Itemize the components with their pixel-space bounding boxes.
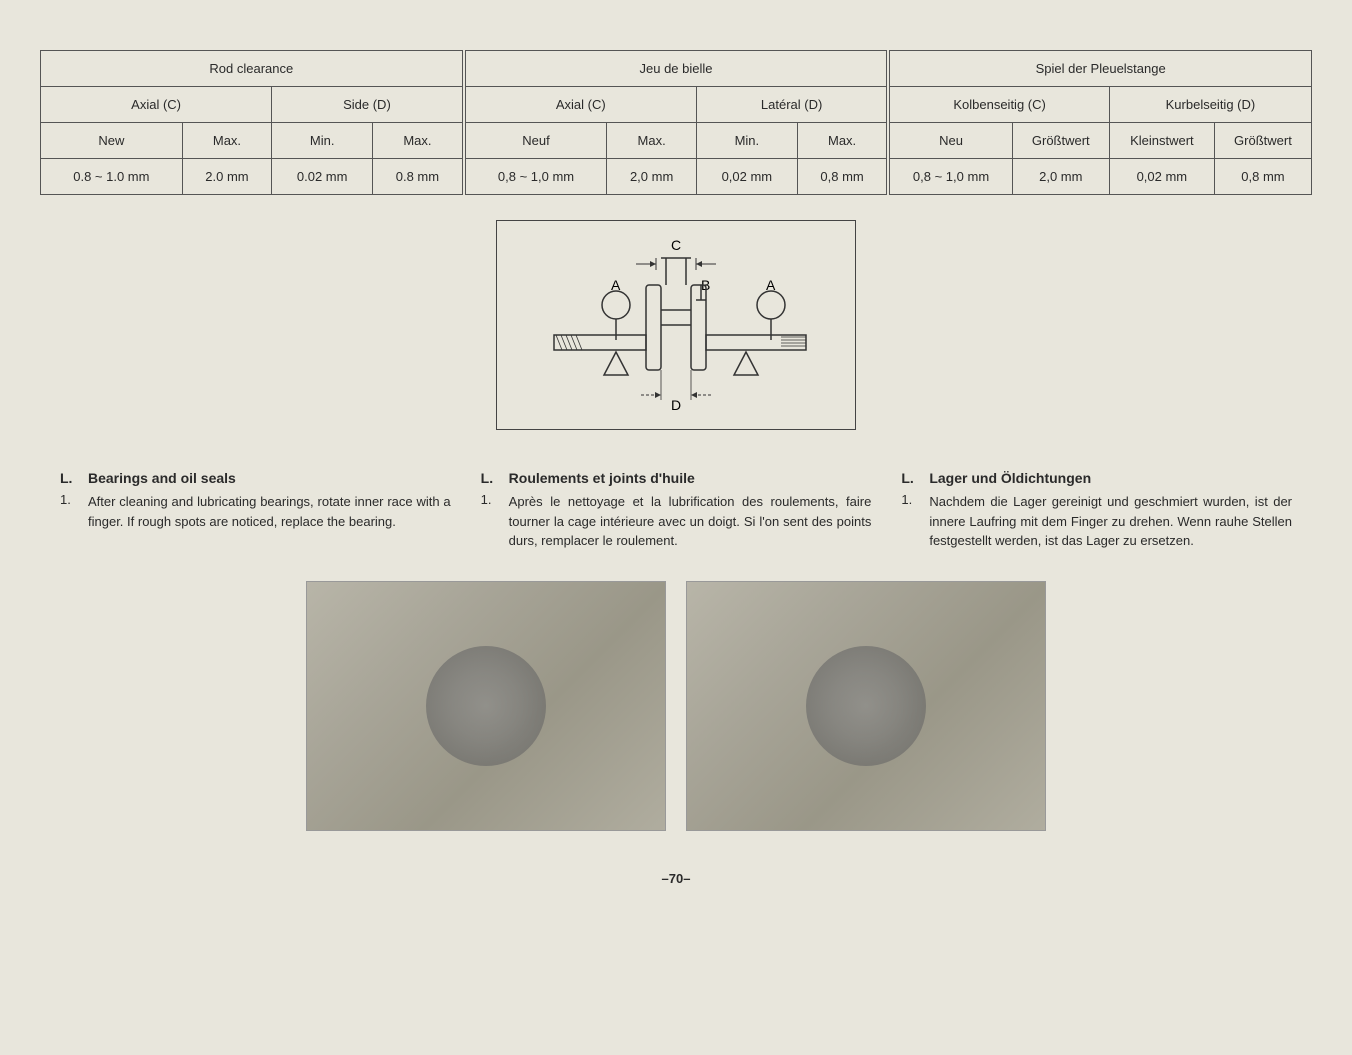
table-cell: 0,8 ~ 1,0 mm: [890, 159, 1012, 195]
table-de: Spiel der Pleuelstange Kolbenseitig (C) …: [889, 50, 1312, 195]
table-cell: 0.02 mm: [272, 159, 373, 195]
column-de: L. Lager und Öldichtungen 1. Nachdem die…: [901, 470, 1292, 551]
table-cell: 0,8 mm: [1214, 159, 1311, 195]
table-cell: 2,0 mm: [1012, 159, 1109, 195]
table-fr: Jeu de bielle Axial (C) Latéral (D) Neuf…: [465, 50, 888, 195]
list-text: After cleaning and lubricating bearings,…: [88, 492, 451, 531]
table-en: Rod clearance Axial (C) Side (D) New Max…: [40, 50, 463, 195]
col-header: Axial (C): [41, 87, 272, 123]
table-cell: 0.8 mm: [373, 159, 463, 195]
section-letter: L.: [481, 470, 509, 486]
text-columns: L. Bearings and oil seals 1. After clean…: [40, 470, 1312, 551]
tables-row: Rod clearance Axial (C) Side (D) New Max…: [40, 50, 1312, 195]
sub-header: Neuf: [465, 123, 607, 159]
section-title: Bearings and oil seals: [88, 470, 236, 486]
sub-header: Min.: [272, 123, 373, 159]
list-number: 1.: [60, 492, 88, 531]
column-fr: L. Roulements et joints d'huile 1. Après…: [481, 470, 872, 551]
diagram-label-c: C: [671, 237, 681, 253]
sub-header: Max.: [373, 123, 463, 159]
bearing-photo-right: [686, 581, 1046, 831]
table-title: Jeu de bielle: [465, 51, 887, 87]
crankshaft-diagram: C B A A: [496, 220, 856, 430]
col-header: Kolbenseitig (C): [890, 87, 1110, 123]
section-letter: L.: [60, 470, 88, 486]
table-cell: 0,8 ~ 1,0 mm: [465, 159, 607, 195]
table-title: Spiel der Pleuelstange: [890, 51, 1312, 87]
sub-header: Max.: [182, 123, 271, 159]
diagram-container: C B A A: [40, 220, 1312, 430]
col-header: Kurbelseitig (D): [1109, 87, 1311, 123]
section-title: Lager und Öldichtungen: [929, 470, 1091, 486]
col-header: Side (D): [272, 87, 462, 123]
sub-header: Neu: [890, 123, 1012, 159]
table-title: Rod clearance: [41, 51, 463, 87]
crankshaft-svg: C B A A: [506, 230, 846, 420]
table-cell: 0.8 ~ 1.0 mm: [41, 159, 183, 195]
bearing-photo-left: [306, 581, 666, 831]
table-cell: 0,02 mm: [1109, 159, 1214, 195]
list-text: Nachdem die Lager gereinigt und geschmie…: [929, 492, 1292, 551]
diagram-label-d: D: [671, 397, 681, 413]
sub-header: Kleinstwert: [1109, 123, 1214, 159]
sub-header: New: [41, 123, 183, 159]
sub-header: Max.: [607, 123, 696, 159]
section-title: Roulements et joints d'huile: [509, 470, 695, 486]
page-number: –70–: [40, 871, 1312, 886]
list-number: 1.: [481, 492, 509, 551]
sub-header: Min.: [696, 123, 797, 159]
col-header: Latéral (D): [696, 87, 886, 123]
column-en: L. Bearings and oil seals 1. After clean…: [60, 470, 451, 551]
table-cell: 0,02 mm: [696, 159, 797, 195]
list-number: 1.: [901, 492, 929, 551]
col-header: Axial (C): [465, 87, 696, 123]
photo-row: [40, 581, 1312, 831]
table-cell: 0,8 mm: [797, 159, 887, 195]
sub-header: Größtwert: [1012, 123, 1109, 159]
section-letter: L.: [901, 470, 929, 486]
table-cell: 2,0 mm: [607, 159, 696, 195]
list-text: Après le nettoyage et la lubrification d…: [509, 492, 872, 551]
sub-header: Größtwert: [1214, 123, 1311, 159]
table-cell: 2.0 mm: [182, 159, 271, 195]
sub-header: Max.: [797, 123, 887, 159]
